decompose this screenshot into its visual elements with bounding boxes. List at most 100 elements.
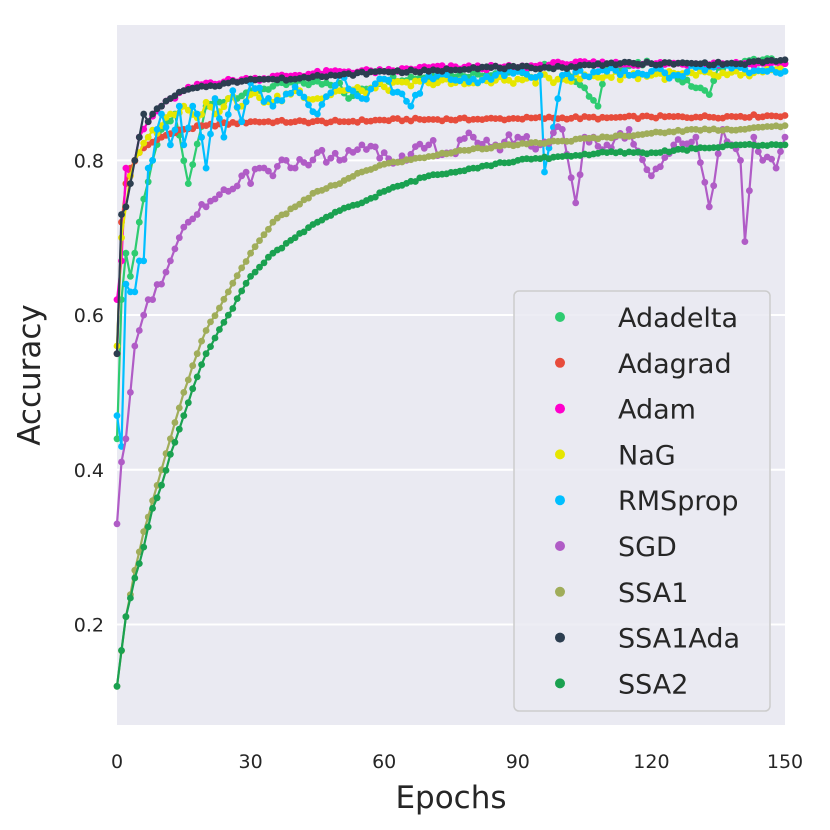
- data-point: [233, 103, 241, 111]
- legend-marker: [555, 632, 565, 643]
- data-point: [487, 76, 495, 83]
- data-point: [224, 111, 232, 118]
- series-ssa1: [113, 122, 789, 690]
- data-point: [207, 103, 214, 111]
- data-point: [118, 458, 125, 466]
- data-point: [140, 195, 148, 203]
- x-tick-label: 90: [506, 751, 530, 773]
- data-point: [594, 102, 602, 110]
- data-point: [126, 594, 134, 602]
- data-point: [710, 77, 718, 85]
- data-point: [189, 215, 197, 223]
- legend-label: Adam: [618, 395, 696, 426]
- data-point: [265, 167, 272, 175]
- data-point: [661, 69, 669, 77]
- data-point: [429, 137, 437, 144]
- data-point: [656, 163, 664, 171]
- data-point: [175, 234, 183, 242]
- data-point: [509, 80, 517, 87]
- data-point: [158, 102, 165, 110]
- data-point: [229, 279, 237, 287]
- data-point: [554, 95, 562, 103]
- data-point: [314, 110, 321, 118]
- data-point: [403, 97, 410, 105]
- data-point: [193, 211, 201, 218]
- legend-label: SSA1: [618, 578, 688, 609]
- data-point: [772, 164, 780, 172]
- data-point: [781, 141, 789, 149]
- x-tick-label: 150: [767, 751, 803, 773]
- legend-marker: [555, 357, 565, 368]
- data-point: [171, 245, 179, 253]
- data-point: [750, 133, 758, 141]
- data-point: [207, 343, 214, 350]
- data-point: [131, 342, 139, 350]
- data-point: [149, 505, 157, 512]
- data-point: [754, 148, 762, 156]
- data-point: [184, 124, 192, 132]
- data-point: [126, 389, 134, 396]
- data-point: [144, 118, 152, 126]
- data-point: [545, 74, 553, 82]
- x-tick-label: 60: [372, 751, 396, 773]
- data-point: [189, 362, 197, 370]
- data-point: [162, 268, 170, 276]
- legend-item-adagrad: Adagrad: [555, 349, 732, 380]
- data-point: [385, 76, 393, 84]
- data-point: [612, 67, 620, 74]
- data-point: [380, 149, 388, 157]
- data-point: [135, 133, 143, 141]
- data-point: [198, 337, 206, 345]
- data-point: [425, 141, 433, 149]
- data-point: [216, 191, 223, 199]
- legend-label: Adadelta: [618, 303, 738, 334]
- data-point: [135, 327, 143, 334]
- data-point: [590, 97, 597, 104]
- data-point: [184, 376, 192, 384]
- data-point: [692, 71, 700, 79]
- data-point: [175, 404, 183, 412]
- data-point: [247, 180, 255, 188]
- data-point: [371, 193, 379, 201]
- data-point: [153, 494, 161, 502]
- data-point: [648, 172, 655, 180]
- data-point: [282, 210, 290, 218]
- legend-marker: [555, 678, 565, 689]
- data-point: [643, 71, 651, 79]
- data-point: [211, 312, 219, 320]
- data-point: [541, 168, 548, 176]
- data-point: [407, 150, 415, 158]
- legend-item-sgd: SGD: [555, 532, 677, 563]
- data-point: [354, 146, 361, 154]
- data-point: [616, 71, 624, 79]
- data-point: [202, 164, 210, 172]
- data-point: [585, 73, 593, 81]
- x-tick-label: 120: [633, 751, 669, 773]
- data-point: [211, 95, 219, 102]
- data-point: [247, 273, 255, 280]
- data-point: [113, 412, 121, 419]
- data-point: [581, 84, 588, 92]
- data-point: [358, 141, 366, 149]
- data-point: [207, 318, 214, 326]
- data-point: [371, 143, 379, 151]
- data-point: [625, 125, 633, 133]
- data-point: [483, 136, 490, 144]
- data-point: [242, 258, 250, 265]
- data-point: [327, 154, 335, 162]
- data-point: [211, 195, 219, 203]
- data-point: [661, 154, 669, 162]
- data-point: [461, 135, 468, 142]
- data-point: [322, 93, 330, 100]
- data-point: [149, 157, 157, 164]
- data-point: [140, 110, 148, 118]
- legend-label: SGD: [618, 532, 677, 563]
- data-point: [273, 163, 281, 170]
- data-point: [189, 102, 197, 110]
- data-point: [140, 139, 148, 147]
- data-point: [135, 218, 143, 226]
- data-point: [532, 79, 539, 87]
- data-point: [318, 146, 326, 154]
- data-point: [340, 156, 348, 163]
- data-point: [305, 161, 312, 169]
